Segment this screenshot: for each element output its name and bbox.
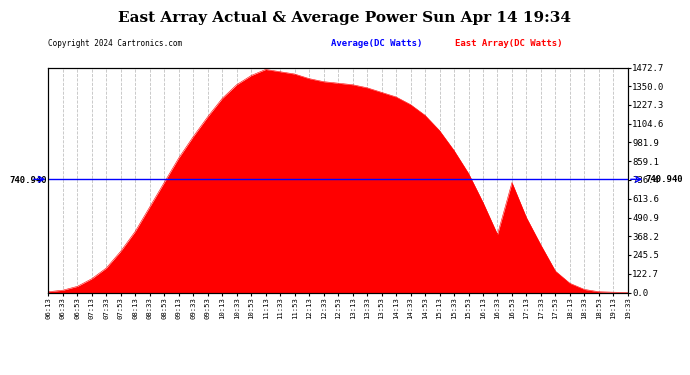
Text: East Array(DC Watts): East Array(DC Watts) [455,39,563,48]
Text: East Array Actual & Average Power Sun Apr 14 19:34: East Array Actual & Average Power Sun Ap… [119,11,571,25]
Text: 740.940: 740.940 [645,175,683,184]
Text: Average(DC Watts): Average(DC Watts) [331,39,422,48]
Text: Copyright 2024 Cartronics.com: Copyright 2024 Cartronics.com [48,39,182,48]
